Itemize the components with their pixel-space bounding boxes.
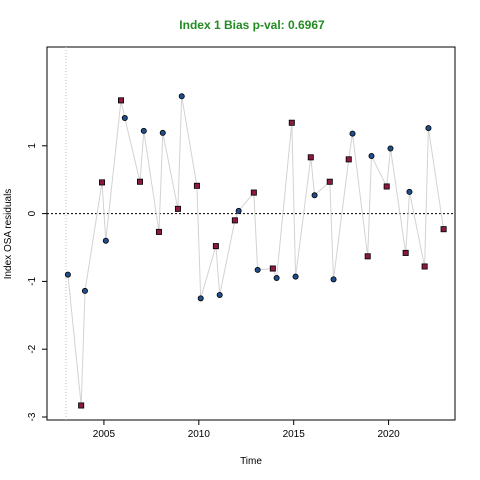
y-tick-label: -2 [27,344,38,353]
x-tick-label: 2015 [283,429,306,440]
data-point-square [212,243,219,250]
data-point-square [118,97,125,104]
y-tick-label: -3 [27,412,38,421]
data-point-circle [387,145,394,152]
data-point-circle [425,125,432,132]
data-point-circle [102,237,109,244]
y-axis-label: Index OSA residuals [3,189,14,280]
x-tick-label: 2010 [188,429,211,440]
x-axis-label: Time [240,456,262,467]
data-point-square [345,156,352,163]
data-point-circle [64,271,71,278]
data-point-square [440,226,447,233]
data-point-circle [349,130,356,137]
data-point-square [307,154,314,161]
data-point-circle [216,291,223,298]
chart-title: Index 1 Bias p-val: 0.6967 [179,18,325,32]
plot-frame [46,46,456,421]
x-tick-label: 2020 [377,429,400,440]
x-tick-label: 2005 [93,429,116,440]
data-point-circle [121,115,128,122]
data-point-circle [273,275,280,282]
data-point-square [269,265,276,272]
data-point-circle [197,295,204,302]
y-tick-label: 1 [27,143,38,149]
data-point-square [402,249,409,256]
data-point-square [383,183,390,190]
data-point-circle [178,93,185,100]
y-tick-label: 0 [27,210,38,216]
residual-connector-line [67,96,445,406]
data-point-square [136,178,143,185]
data-point-circle [159,129,166,136]
data-point-square [193,182,200,189]
data-point-circle [330,276,337,283]
data-point-square [364,253,371,260]
data-point-circle [140,127,147,134]
data-point-circle [311,192,318,199]
data-point-square [78,402,85,409]
data-point-circle [368,152,375,159]
data-point-square [326,178,333,185]
data-point-square [99,179,106,186]
y-tick-label: -1 [27,277,38,286]
data-point-circle [292,273,299,280]
data-point-square [155,228,162,235]
data-point-square [288,119,295,126]
data-point-square [421,263,428,270]
data-point-circle [406,188,413,195]
data-point-square [174,205,181,212]
data-point-square [250,189,257,196]
data-point-circle [81,287,88,294]
data-point-square [231,217,238,224]
data-point-circle [235,207,242,214]
data-point-circle [254,266,261,273]
